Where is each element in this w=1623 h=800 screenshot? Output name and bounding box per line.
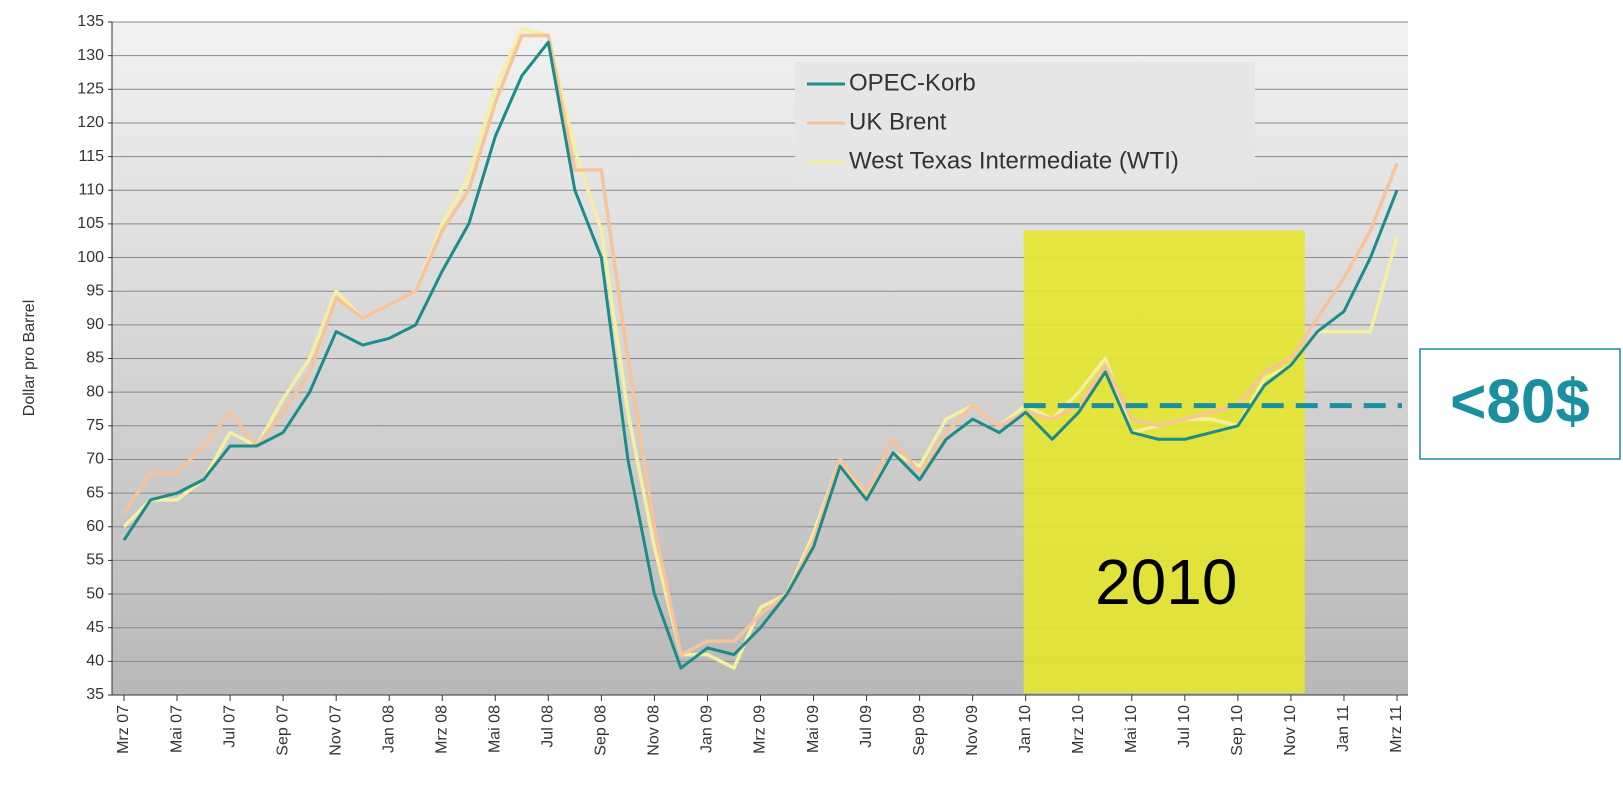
y-tick-label: 40 [86,653,104,670]
y-tick-label: 60 [86,518,104,535]
y-tick-label: 120 [77,114,104,131]
x-tick-label: Sep 10 [1229,705,1246,756]
x-tick-label: Jul 10 [1176,705,1193,748]
threshold-callout-box [1419,348,1621,460]
x-tick-label: Jul 08 [540,705,557,748]
y-tick-label: 45 [86,619,104,636]
y-tick-label: 130 [77,47,104,64]
highlight-label: 2010 [1095,546,1237,618]
x-tick-label: Nov 09 [964,705,981,756]
legend-label: West Texas Intermediate (WTI) [849,147,1179,174]
y-axis-label: Dollar pro Barrel [21,300,38,416]
x-tick-label: Jan 09 [699,705,716,753]
y-tick-label: 75 [86,417,104,434]
highlight-2010 [1023,230,1305,693]
x-tick-label: Sep 07 [274,705,291,756]
x-tick-label: Mai 10 [1123,705,1140,753]
y-tick-label: 135 [77,13,104,30]
x-tick-label: Mrz 09 [752,705,769,754]
x-tick-label: Mrz 07 [115,705,132,754]
y-tick-label: 125 [77,81,104,98]
legend-label: OPEC-Korb [849,69,976,96]
x-tick-label: Jan 10 [1017,705,1034,753]
x-tick-label: Mrz 11 [1388,705,1405,753]
x-tick-label: Jan 11 [1335,705,1352,752]
x-tick-label: Nov 10 [1282,705,1299,756]
series-line [122,40,1399,670]
y-tick-label: 110 [78,181,104,198]
y-tick-label: 95 [86,282,104,299]
x-tick-label: Jul 07 [221,705,238,748]
threshold-callout: <80$ [1450,367,1590,436]
x-tick-label: Mrz 08 [433,705,450,754]
x-tick-label: Nov 07 [327,705,344,756]
x-tick-label: Sep 08 [593,705,610,756]
legend-background [795,62,1255,182]
x-tick-label: Mrz 10 [1070,705,1087,754]
x-tick-label: Sep 09 [911,705,928,756]
x-tick-label: Mai 08 [487,705,504,753]
y-tick-label: 35 [86,686,104,703]
x-tick-label: Jan 08 [380,705,397,753]
y-tick-label: 65 [86,484,104,501]
x-tick-label: Mai 07 [168,705,185,753]
x-tick-label: Jul 09 [858,705,875,748]
x-tick-label: Nov 08 [646,705,663,756]
y-tick-label: 70 [86,451,104,468]
y-tick-label: 50 [86,585,104,602]
y-tick-label: 115 [78,148,104,165]
x-tick-label: Mai 09 [805,705,822,753]
y-tick-label: 100 [77,249,104,266]
y-tick-label: 85 [86,350,104,367]
y-tick-label: 55 [86,552,104,569]
series-line [122,33,1399,657]
legend-label: UK Brent [849,108,947,135]
y-tick-label: 105 [77,215,104,232]
y-tick-label: 80 [86,383,104,400]
y-tick-label: 90 [86,316,104,333]
